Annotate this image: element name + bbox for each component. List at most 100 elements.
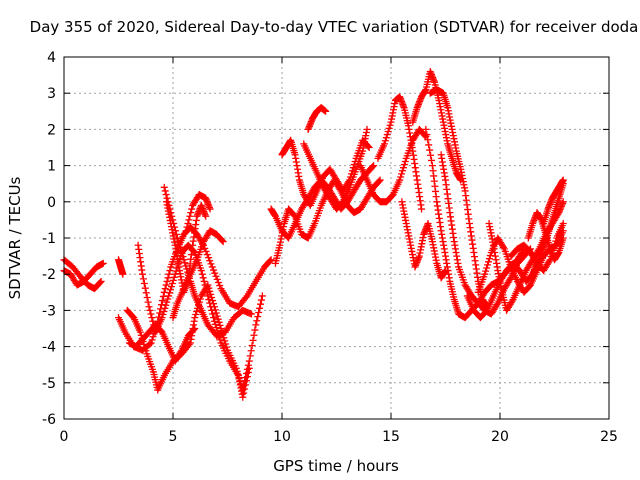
data-point [483,264,491,272]
data-points [60,67,567,401]
data-point [156,309,164,317]
data-point [201,281,209,289]
y-tick-label: -3 [42,303,56,319]
data-point [398,170,406,178]
data-point [384,127,392,135]
data-point [185,216,193,224]
data-point [193,307,201,315]
data-point [535,256,543,264]
data-point [251,326,259,334]
data-point [166,289,174,297]
data-point [240,389,248,397]
data-point [252,321,260,329]
data-point [206,257,214,265]
x-tick-label: 15 [382,429,400,445]
data-point [385,124,393,132]
data-point [136,328,144,336]
data-point [162,301,170,309]
data-point [139,275,147,283]
y-tick-label: 0 [47,195,56,211]
data-point [545,257,553,265]
series-sat-o [304,104,330,133]
data-point [145,303,153,311]
data-point [164,295,172,303]
data-point [207,260,215,268]
data-point [148,314,156,322]
data-point [202,247,210,255]
data-point [427,151,435,159]
series-sat-b [60,256,105,293]
data-point [559,220,567,228]
data-point [197,267,205,275]
data-point [207,303,215,311]
data-point [370,162,378,170]
data-point [205,254,213,262]
data-point [187,209,195,217]
data-point [508,297,516,305]
data-point [399,164,407,172]
data-point [386,121,394,129]
data-point [148,336,156,344]
data-point [266,257,274,265]
data-point [163,298,171,306]
data-point [119,270,127,278]
data-point [493,301,501,309]
data-point [253,317,261,325]
data-point [242,377,250,385]
data-point [375,177,383,185]
data-point [141,344,149,352]
data-point [559,176,567,184]
series-sat-c [115,256,127,278]
data-point [183,223,191,231]
data-point [482,267,490,275]
data-point [244,368,252,376]
data-point [212,323,220,331]
data-point [198,270,206,278]
data-point [159,311,167,319]
data-point [202,212,210,220]
data-point [178,250,186,258]
data-point [481,270,489,278]
data-point [243,373,251,381]
data-point [206,299,214,307]
data-point [242,293,250,301]
data-point [219,238,227,246]
x-tick-label: 10 [273,429,291,445]
y-tick-label: 1 [47,159,56,175]
data-point [181,259,189,267]
data-point [213,312,221,320]
data-point [142,347,150,355]
data-point [241,385,249,393]
data-point [167,283,175,291]
data-point [213,275,221,283]
data-point [182,227,190,235]
series-sat-r [374,93,426,213]
data-point [248,342,256,350]
series-sat-t [409,67,465,184]
data-point [506,275,514,283]
data-point [172,230,180,238]
series-sat-ac [540,176,567,228]
data-point [255,308,263,316]
y-tick-label: -4 [42,340,56,356]
series-sat-d [115,223,275,354]
data-point [484,258,492,266]
data-point [422,125,430,133]
data-point [184,220,192,228]
data-point [363,125,371,133]
data-point [177,348,185,356]
data-point [138,270,146,278]
series-sat-p [300,125,371,213]
data-point [161,187,169,195]
data-point [203,251,211,259]
data-point [214,315,222,323]
data-point [382,134,390,142]
data-point [182,262,190,270]
data-point [208,263,216,271]
data-point [180,256,188,264]
y-tick-label: 4 [47,50,56,66]
data-point [170,273,178,281]
data-point [484,261,492,269]
data-point [364,142,372,150]
